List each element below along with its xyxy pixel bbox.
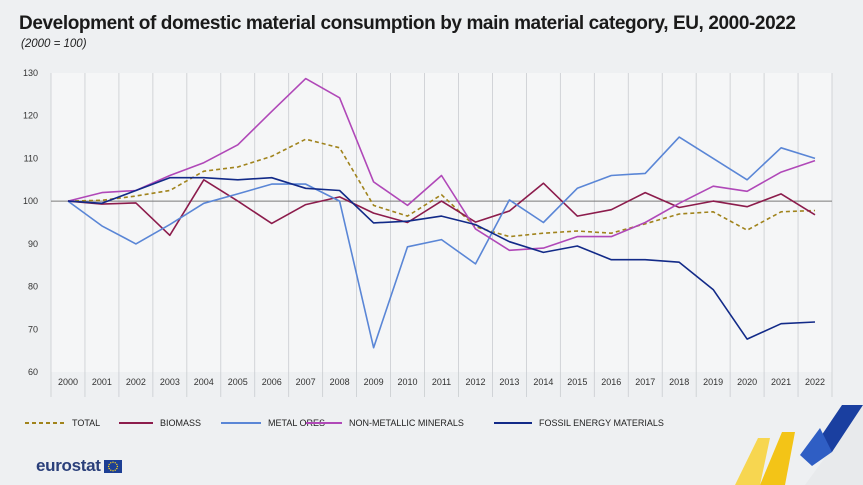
x-tick-label: 2016: [601, 377, 621, 387]
chart-legend: TOTAL BIOMASS METAL ORES NON-METALLIC MI…: [0, 418, 863, 434]
x-tick-label: 2015: [567, 377, 587, 387]
legend-label-non-metallic-minerals: NON-METALLIC MINERALS: [349, 418, 464, 428]
x-tick-label: 2005: [228, 377, 248, 387]
x-tick-label: 2018: [669, 377, 689, 387]
series-line-fossil-energy-materials: [67, 176, 816, 340]
eu-flag-icon: [103, 459, 122, 473]
x-tick-label: 2004: [194, 377, 214, 387]
legend-label-fossil-energy-materials: FOSSIL ENERGY MATERIALS: [539, 418, 664, 428]
decor-triangle-light: [805, 405, 863, 485]
x-tick-label: 2021: [771, 377, 791, 387]
x-tick-label: 2007: [296, 377, 316, 387]
chart-subtitle: (2000 = 100): [21, 38, 87, 50]
series-line-non-metallic-minerals: [67, 77, 816, 252]
legend-item-total: TOTAL: [24, 418, 100, 428]
y-tick-label: 130: [23, 68, 38, 78]
y-tick-label: 60: [28, 367, 38, 377]
x-tick-label: 2022: [805, 377, 825, 387]
line-chart: 60 70 80 90 100 110 120 130 2000 2001 2002 2003 2004…: [23, 68, 833, 397]
legend-swatch-total-icon: [25, 422, 65, 424]
chart-title: Development of domestic material consump…: [19, 13, 796, 34]
x-tick-label: 2013: [499, 377, 519, 387]
legend-swatch-non-metallic-minerals-icon: [306, 422, 342, 424]
legend-item-non-metallic-minerals: NON-METALLIC MINERALS: [305, 418, 464, 428]
x-tick-label: 2006: [262, 377, 282, 387]
legend-label-biomass: BIOMASS: [160, 418, 202, 428]
y-tick-label: 70: [28, 324, 38, 334]
x-tick-label: 2011: [432, 377, 451, 387]
legend-item-metal-ores: METAL ORES: [220, 418, 325, 428]
x-tick-label: 2009: [364, 377, 384, 387]
x-tick-label: 2014: [533, 377, 553, 387]
legend-label-total: TOTAL: [72, 418, 101, 428]
y-tick-label: 100: [23, 196, 38, 206]
eurostat-wordmark: eurostat: [36, 456, 101, 475]
y-tick-label: 120: [23, 111, 38, 121]
x-tick-label: 2002: [126, 377, 146, 387]
y-tick-label: 90: [28, 239, 38, 249]
decor-stripe-yellow-light: [735, 438, 770, 485]
x-tick-label: 2017: [635, 377, 655, 387]
x-tick-label: 2000: [58, 377, 78, 387]
plot-area: [51, 73, 832, 372]
legend-swatch-fossil-energy-materials-icon: [494, 422, 532, 424]
legend-swatch-metal-ores-icon: [221, 422, 261, 424]
decor-stripe-yellow: [760, 432, 795, 485]
legend-swatch-biomass-icon: [119, 422, 153, 424]
y-tick-label: 80: [28, 282, 38, 292]
x-tick-label: 2019: [703, 377, 723, 387]
series-line-metal-ores: [67, 136, 816, 349]
legend-item-biomass: BIOMASS: [118, 418, 201, 428]
x-tick-label: 2010: [398, 377, 418, 387]
x-tick-label: 2012: [465, 377, 485, 387]
x-tick-label: 2001: [92, 377, 112, 387]
eurostat-logo: eurostat: [36, 456, 122, 476]
series-line-biomass: [67, 179, 816, 237]
x-tick-label: 2008: [330, 377, 350, 387]
y-tick-label: 110: [24, 153, 38, 163]
legend-item-fossil-energy-materials: FOSSIL ENERGY MATERIALS: [493, 418, 664, 428]
x-tick-label: 2020: [737, 377, 757, 387]
legend-label-metal-ores: METAL ORES: [268, 418, 326, 428]
x-tick-label: 2003: [160, 377, 180, 387]
